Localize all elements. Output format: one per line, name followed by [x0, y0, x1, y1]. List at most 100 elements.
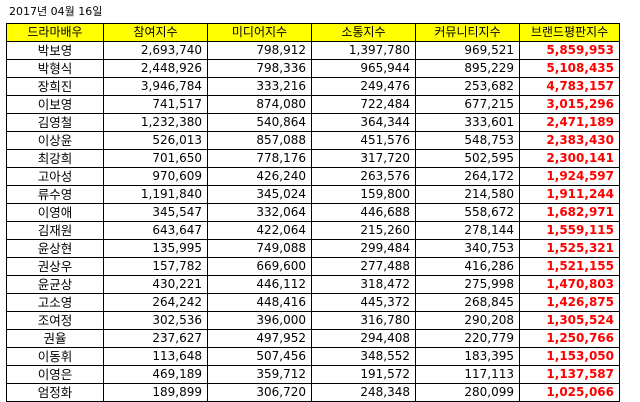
- media-index-cell: 497,952: [207, 329, 312, 348]
- table-row: 엄정화 189,899 306,720 248,348 280,099 1,025,066: [6, 383, 620, 402]
- participation-index-cell: 264,242: [103, 293, 208, 312]
- participation-index-cell: 526,013: [103, 131, 208, 150]
- media-index-cell: 669,600: [207, 257, 312, 276]
- brand-reputation-index-cell: 1,521,155: [519, 257, 620, 276]
- community-index-cell: 969,521: [415, 41, 520, 60]
- communication-index-cell: 277,488: [311, 257, 416, 276]
- participation-index-cell: 2,693,740: [103, 41, 208, 60]
- brand-reputation-index-cell: 2,383,430: [519, 131, 620, 150]
- community-index-cell: 214,580: [415, 185, 520, 204]
- header-row: 드라마배우 참여지수 미디어지수 소통지수 커뮤니티지수 브랜드평판지수: [6, 23, 620, 42]
- community-index-cell: 558,672: [415, 203, 520, 222]
- table-row: 김영철 1,232,380 540,864 364,344 333,601 2,471,1…: [6, 113, 620, 132]
- actor-name-cell: 조여정: [6, 311, 104, 330]
- communication-index-cell: 364,344: [311, 113, 416, 132]
- actor-name-cell: 고소영: [6, 293, 104, 312]
- communication-index-cell: 722,484: [311, 95, 416, 114]
- actor-name-cell: 이영은: [6, 365, 104, 384]
- communication-index-cell: 317,720: [311, 149, 416, 168]
- date-caption: 2017년 04월 16일: [9, 5, 103, 18]
- participation-index-cell: 3,946,784: [103, 77, 208, 96]
- brand-reputation-index-cell: 1,559,115: [519, 221, 620, 240]
- communication-index-cell: 445,372: [311, 293, 416, 312]
- community-index-cell: 333,601: [415, 113, 520, 132]
- participation-index-cell: 643,647: [103, 221, 208, 240]
- communication-index-cell: 316,780: [311, 311, 416, 330]
- participation-index-cell: 1,232,380: [103, 113, 208, 132]
- table-row: 이보영 741,517 874,080 722,484 677,215 3,015,296: [6, 95, 620, 114]
- media-index-cell: 857,088: [207, 131, 312, 150]
- table-body: 박보영 2,693,740 798,912 1,397,780 969,521 5,859…: [6, 41, 620, 402]
- participation-index-cell: 189,899: [103, 383, 208, 402]
- actor-name-cell: 김영철: [6, 113, 104, 132]
- table-row: 고소영 264,242 448,416 445,372 268,845 1,426,875: [6, 293, 620, 312]
- actor-name-cell: 이동휘: [6, 347, 104, 366]
- media-index-cell: 426,240: [207, 167, 312, 186]
- header-actor: 드라마배우: [6, 23, 104, 42]
- community-index-cell: 280,099: [415, 383, 520, 402]
- actor-name-cell: 고아성: [6, 167, 104, 186]
- participation-index-cell: 237,627: [103, 329, 208, 348]
- media-index-cell: 778,176: [207, 149, 312, 168]
- header-brand-reputation-index: 브랜드평판지수: [519, 23, 620, 42]
- community-index-cell: 117,113: [415, 365, 520, 384]
- communication-index-cell: 215,260: [311, 221, 416, 240]
- header-communication-index: 소통지수: [311, 23, 416, 42]
- table-row: 이동휘 113,648 507,456 348,552 183,395 1,153,050: [6, 347, 620, 366]
- communication-index-cell: 159,800: [311, 185, 416, 204]
- brand-reputation-index-cell: 1,137,587: [519, 365, 620, 384]
- actor-name-cell: 윤균상: [6, 275, 104, 294]
- communication-index-cell: 1,397,780: [311, 41, 416, 60]
- communication-index-cell: 294,408: [311, 329, 416, 348]
- communication-index-cell: 263,576: [311, 167, 416, 186]
- participation-index-cell: 2,448,926: [103, 59, 208, 78]
- media-index-cell: 749,088: [207, 239, 312, 258]
- brand-reputation-index-cell: 5,108,435: [519, 59, 620, 78]
- community-index-cell: 183,395: [415, 347, 520, 366]
- actor-name-cell: 박형식: [6, 59, 104, 78]
- community-index-cell: 264,172: [415, 167, 520, 186]
- brand-reputation-index-cell: 1,153,050: [519, 347, 620, 366]
- table-row: 장희진 3,946,784 333,216 249,476 253,682 4,783,1…: [6, 77, 620, 96]
- community-index-cell: 340,753: [415, 239, 520, 258]
- actor-name-cell: 권율: [6, 329, 104, 348]
- brand-reputation-index-cell: 1,250,766: [519, 329, 620, 348]
- media-index-cell: 345,024: [207, 185, 312, 204]
- brand-reputation-index-cell: 1,525,321: [519, 239, 620, 258]
- table-row: 김재원 643,647 422,064 215,260 278,144 1,559,115: [6, 221, 620, 240]
- table-row: 이상윤 526,013 857,088 451,576 548,753 2,383,430: [6, 131, 620, 150]
- community-index-cell: 895,229: [415, 59, 520, 78]
- media-index-cell: 798,336: [207, 59, 312, 78]
- actor-name-cell: 박보영: [6, 41, 104, 60]
- media-index-cell: 874,080: [207, 95, 312, 114]
- communication-index-cell: 299,484: [311, 239, 416, 258]
- participation-index-cell: 345,547: [103, 203, 208, 222]
- table-row: 이영은 469,189 359,712 191,572 117,113 1,137,587: [6, 365, 620, 384]
- participation-index-cell: 135,995: [103, 239, 208, 258]
- communication-index-cell: 248,348: [311, 383, 416, 402]
- media-index-cell: 507,456: [207, 347, 312, 366]
- participation-index-cell: 701,650: [103, 149, 208, 168]
- media-index-cell: 396,000: [207, 311, 312, 330]
- header-participation-index: 참여지수: [103, 23, 208, 42]
- actor-name-cell: 류수영: [6, 185, 104, 204]
- media-index-cell: 422,064: [207, 221, 312, 240]
- media-index-cell: 540,864: [207, 113, 312, 132]
- brand-reputation-index-cell: 1,305,524: [519, 311, 620, 330]
- media-index-cell: 448,416: [207, 293, 312, 312]
- actor-name-cell: 최강희: [6, 149, 104, 168]
- participation-index-cell: 741,517: [103, 95, 208, 114]
- communication-index-cell: 348,552: [311, 347, 416, 366]
- table-row: 이영애 345,547 332,064 446,688 558,672 1,682,971: [6, 203, 620, 222]
- header-media-index: 미디어지수: [207, 23, 312, 42]
- brand-reputation-index-cell: 1,924,597: [519, 167, 620, 186]
- community-index-cell: 548,753: [415, 131, 520, 150]
- community-index-cell: 677,215: [415, 95, 520, 114]
- participation-index-cell: 469,189: [103, 365, 208, 384]
- actor-name-cell: 장희진: [6, 77, 104, 96]
- table-row: 윤균상 430,221 446,112 318,472 275,998 1,470,803: [6, 275, 620, 294]
- communication-index-cell: 191,572: [311, 365, 416, 384]
- actor-name-cell: 엄정화: [6, 383, 104, 402]
- table-row: 윤상현 135,995 749,088 299,484 340,753 1,525,321: [6, 239, 620, 258]
- community-index-cell: 275,998: [415, 275, 520, 294]
